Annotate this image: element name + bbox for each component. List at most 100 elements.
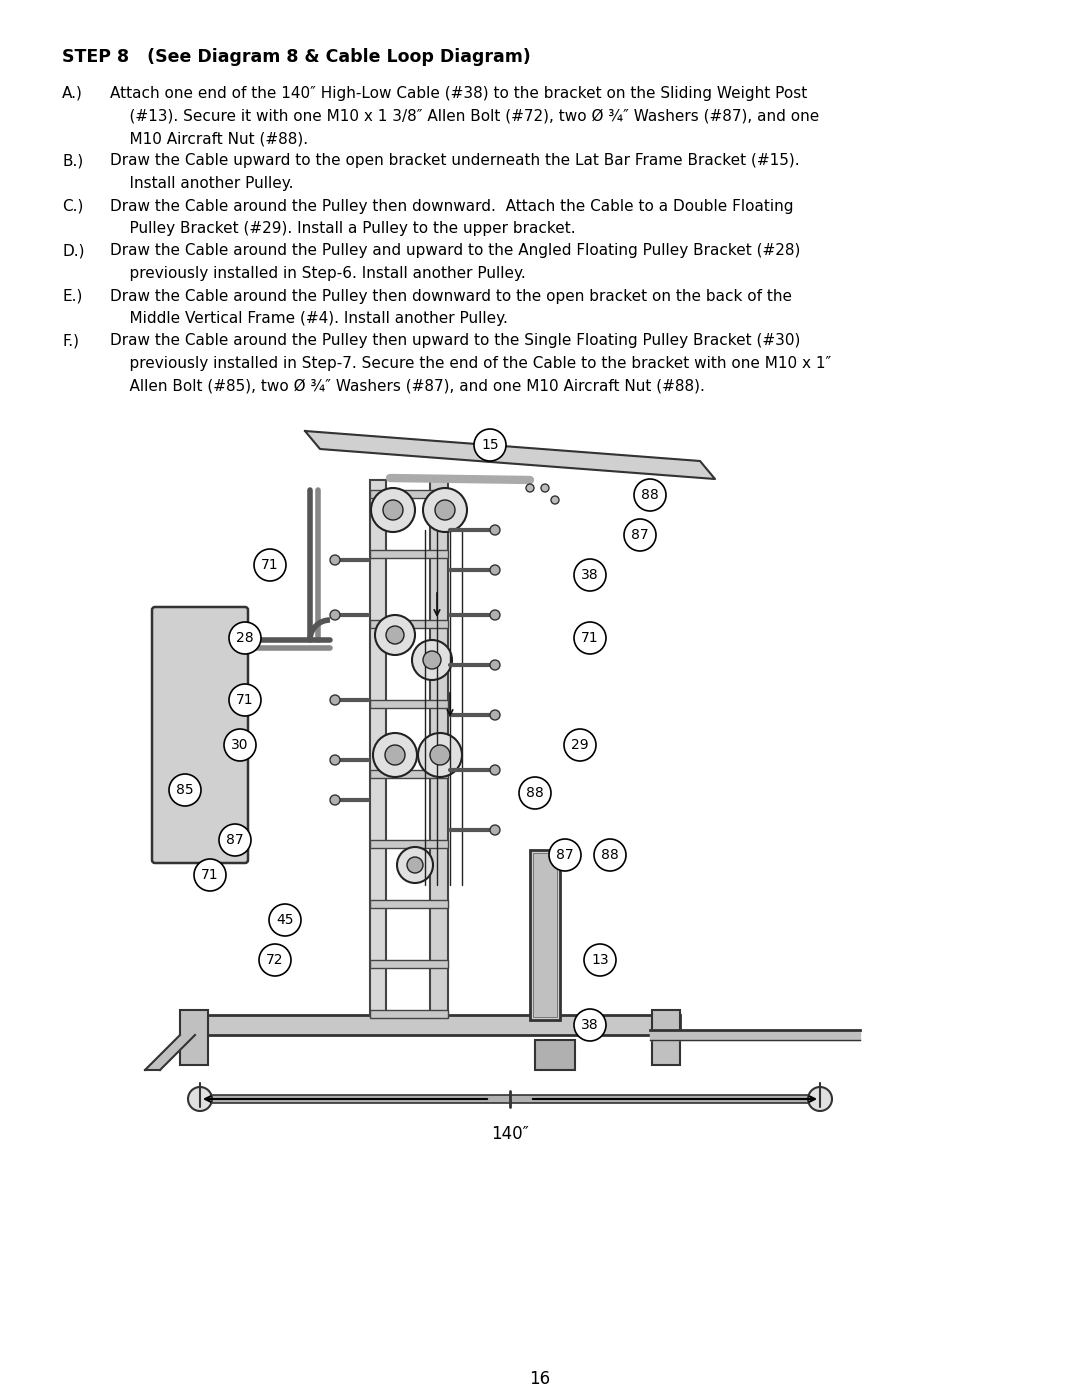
Polygon shape (650, 1030, 860, 1039)
Circle shape (330, 694, 340, 705)
Text: 88: 88 (642, 488, 659, 502)
Text: 13: 13 (591, 953, 609, 967)
Circle shape (624, 520, 656, 550)
Text: 16: 16 (529, 1370, 551, 1389)
Text: 29: 29 (571, 738, 589, 752)
Bar (370, 1010, 448, 1018)
Circle shape (224, 729, 256, 761)
Text: 30: 30 (231, 738, 248, 752)
Text: M10 Aircraft Nut (#88).: M10 Aircraft Nut (#88). (110, 131, 308, 147)
Bar (370, 700, 448, 708)
Circle shape (549, 840, 581, 870)
Text: Draw the Cable around the Pulley then downward to the open bracket on the back o: Draw the Cable around the Pulley then do… (110, 289, 792, 303)
Bar (534, 854, 557, 1017)
Text: previously installed in Step-6. Install another Pulley.: previously installed in Step-6. Install … (110, 265, 526, 281)
Circle shape (219, 824, 251, 856)
Text: 71: 71 (237, 693, 254, 707)
Text: Middle Vertical Frame (#4). Install another Pulley.: Middle Vertical Frame (#4). Install anot… (110, 312, 508, 326)
Circle shape (584, 944, 616, 977)
Circle shape (254, 549, 286, 581)
Text: E.): E.) (62, 289, 82, 303)
Circle shape (383, 500, 403, 520)
Text: 140″: 140″ (491, 1125, 529, 1143)
Bar (370, 960, 448, 968)
Text: 87: 87 (631, 528, 649, 542)
Circle shape (474, 429, 507, 461)
Circle shape (269, 904, 301, 936)
Circle shape (573, 1009, 606, 1041)
Circle shape (541, 483, 549, 492)
Circle shape (490, 826, 500, 835)
Circle shape (490, 710, 500, 719)
Circle shape (490, 659, 500, 671)
Circle shape (188, 1087, 212, 1111)
Text: 45: 45 (276, 914, 294, 928)
Bar (370, 840, 448, 848)
Bar (370, 620, 448, 629)
Bar (180, 1010, 208, 1065)
Text: Draw the Cable around the Pulley then upward to the Single Floating Pulley Brack: Draw the Cable around the Pulley then up… (110, 334, 800, 348)
Circle shape (564, 729, 596, 761)
Circle shape (490, 564, 500, 576)
Circle shape (490, 610, 500, 620)
Text: previously installed in Step-7. Secure the end of the Cable to the bracket with : previously installed in Step-7. Secure t… (110, 356, 832, 372)
Circle shape (168, 774, 201, 806)
Bar (180, 1016, 680, 1035)
Circle shape (430, 745, 450, 766)
Circle shape (397, 847, 433, 883)
Text: Draw the Cable upward to the open bracket underneath the Lat Bar Frame Bracket (: Draw the Cable upward to the open bracke… (110, 154, 799, 169)
Polygon shape (145, 1035, 195, 1070)
Circle shape (330, 610, 340, 620)
Circle shape (229, 685, 261, 717)
Circle shape (375, 615, 415, 655)
Text: 87: 87 (556, 848, 573, 862)
Circle shape (526, 483, 534, 492)
FancyBboxPatch shape (152, 608, 248, 863)
Polygon shape (305, 432, 715, 479)
Bar (370, 900, 448, 908)
Circle shape (573, 622, 606, 654)
Bar (370, 550, 448, 557)
Circle shape (490, 525, 500, 535)
Bar (530, 849, 561, 1020)
Text: Draw the Cable around the Pulley and upward to the Angled Floating Pulley Bracke: Draw the Cable around the Pulley and upw… (110, 243, 800, 258)
Text: 88: 88 (526, 787, 544, 800)
Circle shape (194, 859, 226, 891)
Text: (#13). Secure it with one M10 x 1 3/8″ Allen Bolt (#72), two Ø ¾″ Washers (#87),: (#13). Secure it with one M10 x 1 3/8″ A… (110, 109, 820, 123)
Circle shape (418, 733, 462, 777)
Text: 87: 87 (226, 833, 244, 847)
Text: Pulley Bracket (#29). Install a Pulley to the upper bracket.: Pulley Bracket (#29). Install a Pulley t… (110, 221, 576, 236)
Circle shape (423, 488, 467, 532)
Circle shape (259, 944, 291, 977)
Circle shape (330, 555, 340, 564)
Circle shape (573, 559, 606, 591)
Text: 71: 71 (201, 868, 219, 882)
Bar (535, 1039, 575, 1070)
Text: B.): B.) (62, 154, 83, 169)
Bar (370, 490, 448, 497)
Circle shape (384, 745, 405, 766)
Circle shape (372, 488, 415, 532)
Text: 28: 28 (237, 631, 254, 645)
Bar (370, 770, 448, 778)
Text: A.): A.) (62, 87, 83, 101)
Circle shape (423, 651, 441, 669)
Text: 38: 38 (581, 1018, 598, 1032)
Text: 38: 38 (581, 569, 598, 583)
Text: 15: 15 (482, 439, 499, 453)
Text: Attach one end of the 140″ High-Low Cable (#38) to the bracket on the Sliding We: Attach one end of the 140″ High-Low Cabl… (110, 87, 807, 101)
Text: 85: 85 (176, 782, 193, 798)
Text: F.): F.) (62, 334, 79, 348)
Text: Draw the Cable around the Pulley then downward.  Attach the Cable to a Double Fl: Draw the Cable around the Pulley then do… (110, 198, 794, 214)
Text: Allen Bolt (#85), two Ø ¾″ Washers (#87), and one M10 Aircraft Nut (#88).: Allen Bolt (#85), two Ø ¾″ Washers (#87)… (110, 379, 705, 394)
Circle shape (407, 856, 423, 873)
Circle shape (386, 626, 404, 644)
Bar (652, 1010, 680, 1065)
Bar (200, 1095, 820, 1104)
Circle shape (808, 1087, 832, 1111)
Text: D.): D.) (62, 243, 84, 258)
Text: 71: 71 (261, 557, 279, 571)
Text: 71: 71 (581, 631, 598, 645)
Circle shape (411, 640, 453, 680)
Text: C.): C.) (62, 198, 83, 214)
